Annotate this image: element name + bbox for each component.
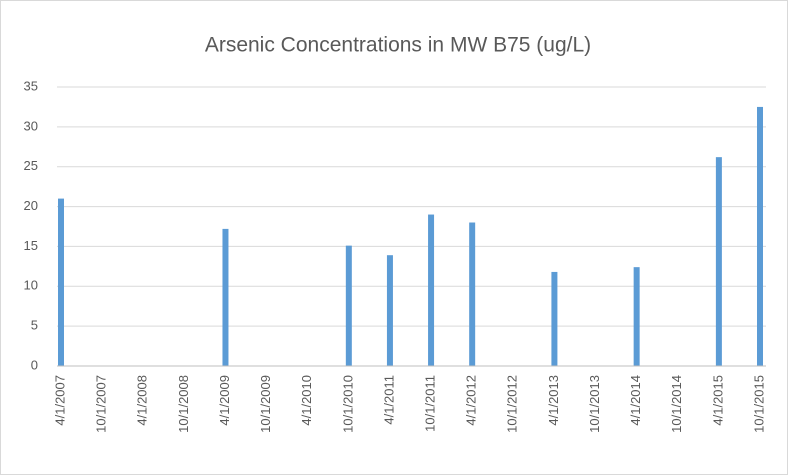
x-tick-label: 4/1/2012 — [464, 375, 479, 426]
y-tick-label: 25 — [24, 158, 38, 173]
bar — [469, 222, 476, 366]
x-tick-label: 4/1/2011 — [381, 375, 396, 425]
x-tick-label: 10/1/2014 — [669, 375, 684, 433]
bar — [428, 214, 435, 366]
bar — [58, 198, 64, 366]
x-tick-label: 4/1/2008 — [135, 375, 150, 426]
x-tick-label: 10/1/2011 — [422, 375, 437, 432]
x-tick-label: 10/1/2009 — [258, 375, 273, 433]
bar — [551, 271, 558, 366]
x-tick-label: 4/1/2009 — [217, 375, 232, 426]
bar — [757, 106, 763, 366]
x-tick-label: 10/1/2007 — [94, 375, 109, 433]
x-tick-label: 4/1/2007 — [52, 375, 67, 426]
bar — [386, 255, 393, 366]
bar — [222, 228, 229, 366]
bar — [715, 157, 722, 366]
y-tick-label: 30 — [24, 118, 38, 133]
y-tick-label: 5 — [31, 318, 38, 333]
x-tick-label: 10/1/2012 — [505, 375, 520, 433]
y-tick-label: 20 — [24, 198, 38, 213]
x-tick-label: 10/1/2015 — [751, 375, 766, 433]
y-tick-label: 15 — [24, 238, 38, 253]
y-tick-label: 0 — [31, 357, 38, 372]
x-tick-label: 4/1/2014 — [628, 375, 643, 426]
bar — [633, 267, 640, 366]
x-tick-label: 10/1/2008 — [176, 375, 191, 433]
y-tick-label: 35 — [24, 78, 38, 93]
bar — [345, 245, 352, 366]
x-tick-label: 4/1/2015 — [710, 375, 725, 426]
x-tick-label: 10/1/2010 — [340, 375, 355, 433]
y-tick-label: 10 — [24, 278, 38, 293]
x-tick-label: 4/1/2010 — [299, 375, 314, 426]
x-tick-label: 10/1/2013 — [587, 375, 602, 433]
chart-title: Arsenic Concentrations in MW B75 (ug/L) — [205, 34, 591, 57]
x-tick-label: 4/1/2013 — [546, 375, 561, 426]
